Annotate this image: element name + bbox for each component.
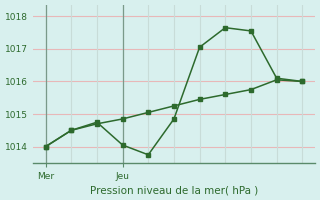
X-axis label: Pression niveau de la mer( hPa ): Pression niveau de la mer( hPa ) <box>90 185 258 195</box>
